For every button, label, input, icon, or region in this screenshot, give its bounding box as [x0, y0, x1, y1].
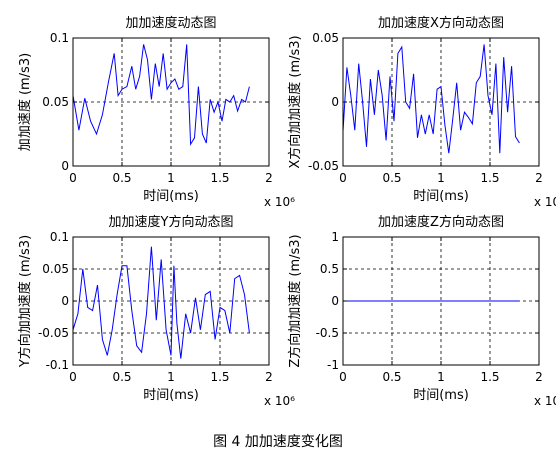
x-tick-label: 0	[69, 171, 77, 185]
y-tick-label: 0.1	[50, 31, 69, 45]
x-tick-label: 1	[167, 171, 175, 185]
subplot-title: 加加速度动态图	[125, 15, 216, 31]
y-tick-label: 0.05	[42, 95, 69, 109]
y-tick-label: 0.5	[320, 262, 339, 276]
x-tick-label: 2	[265, 370, 273, 384]
x-multiplier-label: x 10⁶	[264, 394, 295, 408]
x-axis-label: 时间(ms)	[413, 189, 469, 204]
y-tick-label: 0.05	[42, 262, 69, 276]
y-tick-label: 0	[331, 95, 339, 109]
x-tick-label: 1	[167, 370, 175, 384]
x-multiplier-label: x 10⁶	[534, 394, 556, 408]
y-tick-label: -1	[327, 358, 339, 372]
subplot-title: 加加速度Z方向动态图	[378, 214, 504, 230]
x-tick-label: 0.5	[112, 171, 131, 185]
x-multiplier-label: x 10⁶	[264, 195, 295, 209]
series-line	[72, 44, 250, 146]
y-tick-label: 0.1	[50, 230, 69, 244]
y-tick-label: -0.5	[316, 326, 339, 340]
x-tick-label: 1	[437, 370, 445, 384]
subplot-3: 0 0.5 1 1.5 2 -0.1 -0.05 0 0.05 0.1 加加速度Y方向动态图时间(m…	[17, 214, 295, 408]
x-tick-label: 0.5	[382, 370, 401, 384]
x-tick-label: 1.5	[210, 370, 229, 384]
x-tick-label: 0	[339, 171, 347, 185]
x-tick-label: 1.5	[210, 171, 229, 185]
y-tick-label: 0	[331, 294, 339, 308]
x-tick-label: 2	[265, 171, 273, 185]
x-axis-label: 时间(ms)	[143, 189, 199, 204]
subplot-title: 加加速度Y方向动态图	[109, 214, 234, 230]
y-axis-label: Y方向加加速度 (m/s3)	[17, 235, 33, 368]
y-tick-label: 1	[331, 230, 339, 244]
subplot-title: 加加速度X方向动态图	[378, 15, 504, 31]
x-tick-label: 2	[535, 171, 543, 185]
y-tick-label: 0.05	[312, 31, 339, 45]
x-tick-label: 0.5	[382, 171, 401, 185]
y-tick-label: -0.1	[46, 358, 69, 372]
x-multiplier-label: x 10⁶	[534, 195, 556, 209]
y-axis-label: Z方向加加速度 (m/s3)	[287, 234, 303, 367]
x-tick-label: 0.5	[112, 370, 131, 384]
figure-caption: 图 4 加加速度变化图	[213, 434, 343, 450]
x-tick-label: 1	[437, 171, 445, 185]
y-axis-label: X方向加加速度 (m/s3)	[287, 35, 303, 168]
y-axis-label: 加加速度 (m/s3)	[17, 53, 33, 151]
x-tick-label: 0	[339, 370, 347, 384]
x-tick-label: 2	[535, 370, 543, 384]
y-tick-label: -0.05	[38, 326, 69, 340]
x-axis-label: 时间(ms)	[143, 388, 199, 403]
x-axis-label: 时间(ms)	[413, 388, 469, 403]
series-line	[342, 44, 520, 154]
x-tick-label: 0	[69, 370, 77, 384]
x-tick-label: 1.5	[480, 171, 499, 185]
y-tick-label: 0	[61, 159, 69, 173]
x-tick-label: 1.5	[480, 370, 499, 384]
y-tick-label: -0.05	[308, 159, 339, 173]
series-line	[72, 246, 250, 359]
y-tick-label: 0	[61, 294, 69, 308]
